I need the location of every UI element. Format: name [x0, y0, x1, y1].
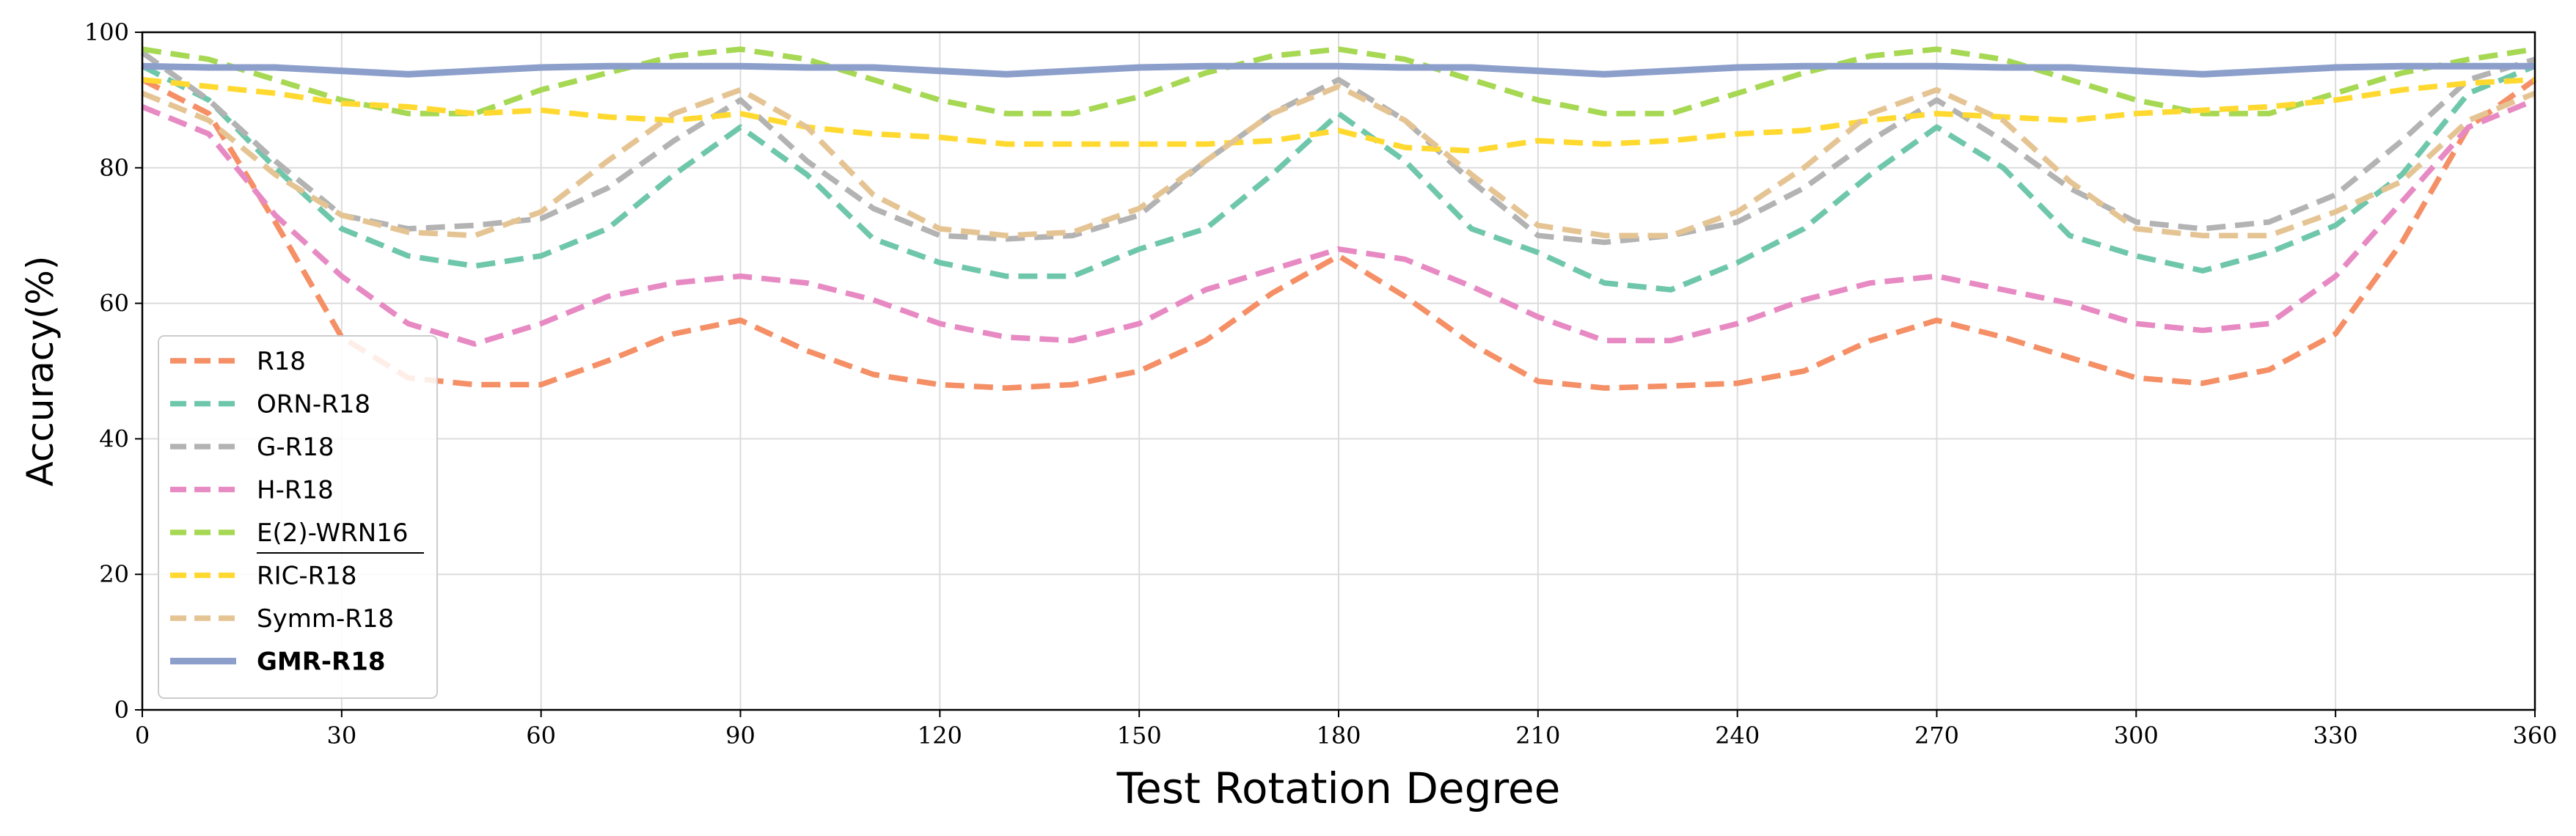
series-line-orn-r18	[141, 63, 2536, 293]
series-lines	[140, 46, 2537, 391]
y-tick-label: 100	[84, 18, 129, 46]
legend-label-orn-r18: ORN-R18	[257, 390, 370, 419]
axis-ticks: 0 30 60 90 120 150 180 210 240 270 300 330 360 0 20 40 6…	[84, 18, 2558, 749]
x-tick-label: 300	[2114, 722, 2159, 749]
legend-label-symm-r18: Symm-R18	[257, 604, 394, 634]
legend: R18 ORN-R18 G-R18 H-R18 E(2)-WRN16 RIC-R18 Sym…	[158, 335, 438, 699]
x-tick-label: 330	[2313, 722, 2358, 749]
legend-label-gmr-r18: GMR-R18	[257, 648, 386, 677]
y-tick-label: 80	[99, 154, 129, 182]
x-tick-label: 360	[2512, 722, 2557, 749]
x-tick-label: 30	[326, 722, 356, 749]
x-axis-title: Test Rotation Degree	[1116, 763, 1561, 813]
series-line-gmr-r18	[142, 62, 2535, 78]
legend-label-g-r18: G-R18	[257, 433, 334, 462]
series-line-ric-r18	[142, 76, 2536, 154]
y-axis-title: Accuracy(%)	[19, 256, 62, 487]
y-tick-label: 20	[99, 560, 129, 588]
y-tick-label: 0	[114, 696, 129, 724]
x-tick-label: 270	[1914, 722, 1959, 749]
legend-label-h-r18: H-R18	[257, 476, 334, 505]
series-line-e-2-wrn16	[142, 46, 2536, 117]
y-tick-label: 60	[99, 290, 129, 318]
x-tick-label: 210	[1515, 722, 1560, 749]
x-tick-label: 0	[135, 722, 150, 749]
series-line-g-r18	[140, 50, 2536, 246]
series-line-h-r18	[141, 97, 2536, 347]
legend-label-ric-r18: RIC-R18	[257, 562, 357, 591]
x-tick-label: 180	[1316, 722, 1361, 749]
x-tick-label: 90	[725, 722, 755, 749]
grid-lines	[142, 32, 2536, 711]
legend-label-e-2-wrn16: E(2)-WRN16	[257, 518, 408, 548]
series-line-symm-r18	[141, 84, 2536, 238]
x-tick-label: 120	[918, 722, 962, 749]
legend-box	[158, 335, 438, 699]
x-tick-label: 150	[1117, 722, 1162, 749]
legend-label-r18: R18	[257, 347, 306, 376]
x-tick-label: 240	[1715, 722, 1760, 749]
series-line-r18	[141, 77, 2537, 391]
y-tick-label: 40	[99, 425, 129, 452]
x-tick-label: 60	[526, 722, 556, 749]
